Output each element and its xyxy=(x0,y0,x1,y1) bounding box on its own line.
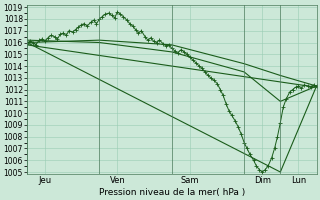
X-axis label: Pression niveau de la mer( hPa ): Pression niveau de la mer( hPa ) xyxy=(99,188,245,197)
